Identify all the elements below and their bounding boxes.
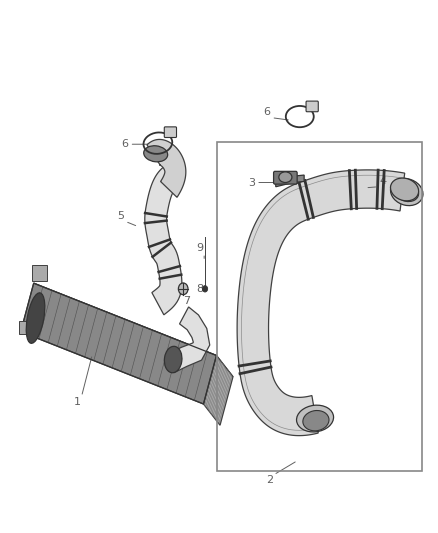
Ellipse shape [279,172,292,182]
Ellipse shape [395,183,419,201]
Polygon shape [168,307,210,373]
Polygon shape [147,140,186,197]
FancyBboxPatch shape [164,127,177,138]
Text: 6: 6 [122,139,129,149]
FancyBboxPatch shape [306,101,318,112]
Ellipse shape [178,283,188,295]
Polygon shape [145,166,182,315]
Text: 2: 2 [266,475,273,485]
Polygon shape [237,170,405,435]
Text: 9: 9 [196,243,203,253]
Ellipse shape [303,410,329,431]
Text: 5: 5 [117,211,124,221]
FancyBboxPatch shape [274,171,297,184]
Text: 4: 4 [379,176,386,187]
Text: 8: 8 [196,284,203,294]
Ellipse shape [297,405,334,432]
Bar [217,142,422,471]
Ellipse shape [164,346,182,373]
Text: 1: 1 [74,397,81,407]
Polygon shape [276,175,304,187]
Ellipse shape [144,146,168,162]
Ellipse shape [26,293,45,343]
Ellipse shape [391,179,423,206]
Text: 6: 6 [264,107,271,117]
Polygon shape [18,321,34,334]
Polygon shape [34,283,233,377]
Ellipse shape [202,286,208,292]
Polygon shape [21,283,216,404]
Ellipse shape [391,178,419,201]
Text: 3: 3 [248,177,255,188]
Polygon shape [204,356,233,425]
Text: 7: 7 [183,296,190,306]
Polygon shape [32,264,47,280]
